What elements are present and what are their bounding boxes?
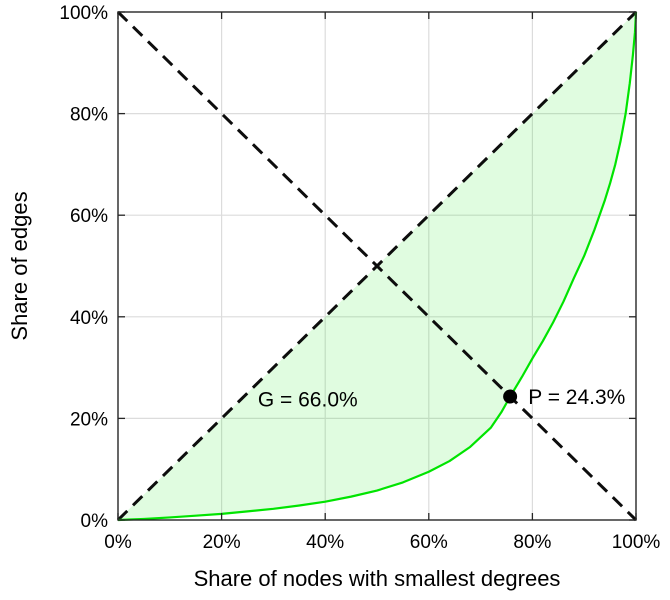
x-tick-label: 20% [203, 532, 241, 553]
anti-diagonal-line [116, 10, 638, 522]
y-tick-label: 60% [70, 206, 108, 227]
x-axis-title: Share of nodes with smallest degrees [194, 566, 561, 591]
p-label: P = 24.3% [528, 386, 625, 409]
x-tick-label: 80% [513, 532, 551, 553]
x-tick-label: 40% [306, 532, 344, 553]
y-tick-label: 100% [59, 3, 108, 24]
y-tick-label: 20% [70, 409, 108, 430]
x-tick-label: 100% [612, 532, 661, 553]
y-axis-title: Share of edges [7, 191, 32, 340]
x-tick-label: 0% [104, 532, 132, 553]
axes-box [117, 11, 637, 521]
y-tick-label: 80% [70, 105, 108, 126]
x-tick-label: 60% [410, 532, 448, 553]
y-tick-label: 0% [81, 511, 109, 532]
y-tick-label: 40% [70, 308, 108, 329]
intersection-point-p [503, 389, 518, 404]
plot-area: 0%0% 20% 20% 40% 40% 60% 60% 80% 80% 100% 100% G = … [59, 3, 660, 553]
gini-label: G = 66.0% [258, 389, 358, 412]
